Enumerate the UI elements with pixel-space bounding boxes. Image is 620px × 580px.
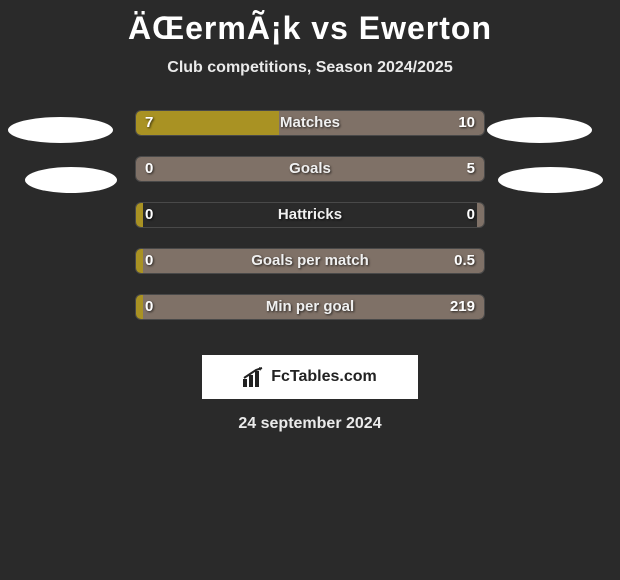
bar-container <box>135 202 485 228</box>
player-badge-ellipse <box>25 167 117 193</box>
bar-right <box>143 249 484 273</box>
subtitle: Club competitions, Season 2024/2025 <box>0 59 620 77</box>
chart-icon <box>243 367 265 387</box>
chart-area: Matches710Goals05Hattricks00Goals per ma… <box>0 107 620 337</box>
brand-badge[interactable]: FcTables.com <box>202 355 418 399</box>
brand-text: FcTables.com <box>271 368 377 386</box>
right-value: 5 <box>467 156 475 182</box>
right-value: 0 <box>467 202 475 228</box>
bar-left <box>136 249 143 273</box>
stat-row: Hattricks00 <box>0 199 620 245</box>
left-value: 0 <box>145 156 153 182</box>
bar-right <box>143 295 484 319</box>
bar-container <box>135 156 485 182</box>
left-value: 7 <box>145 110 153 136</box>
comparison-widget: ÄŒermÃ¡k vs Ewerton Club competitions, S… <box>0 0 620 433</box>
bar-left <box>136 203 143 227</box>
bar-right <box>477 203 484 227</box>
bar-left <box>136 295 143 319</box>
player-badge-ellipse <box>8 117 113 143</box>
left-value: 0 <box>145 294 153 320</box>
stat-row: Min per goal0219 <box>0 291 620 337</box>
bar-container <box>135 294 485 320</box>
bar-right <box>279 111 484 135</box>
right-value: 0.5 <box>454 248 475 274</box>
left-value: 0 <box>145 248 153 274</box>
bar-left <box>136 111 279 135</box>
bar-container <box>135 248 485 274</box>
date-text: 24 september 2024 <box>0 415 620 433</box>
stat-row: Goals per match00.5 <box>0 245 620 291</box>
left-value: 0 <box>145 202 153 228</box>
bar-container <box>135 110 485 136</box>
right-value: 219 <box>450 294 475 320</box>
player-badge-ellipse <box>487 117 592 143</box>
page-title: ÄŒermÃ¡k vs Ewerton <box>0 0 620 47</box>
bar-right <box>136 157 484 181</box>
player-badge-ellipse <box>498 167 603 193</box>
right-value: 10 <box>458 110 475 136</box>
